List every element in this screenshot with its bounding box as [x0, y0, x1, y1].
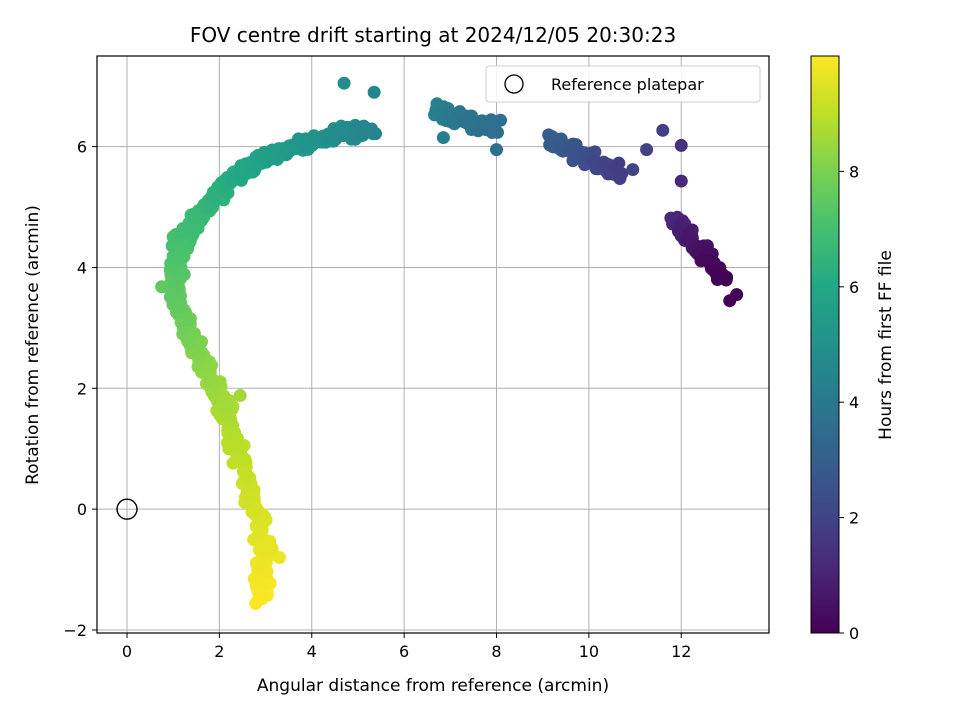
x-tick-label: 12: [671, 642, 691, 661]
y-tick-label: 0: [77, 500, 87, 519]
scatter-point: [272, 550, 286, 564]
colorbar-gradient: [810, 55, 840, 634]
scatter-point: [615, 167, 629, 181]
scatter-point: [337, 76, 351, 90]
scatter-point: [233, 389, 247, 403]
y-axis-ticks: −2 0 2 4 6: [63, 138, 97, 640]
scatter-point: [674, 138, 688, 152]
x-axis-label: Angular distance from reference (arcmin): [257, 676, 609, 696]
scatter-point: [494, 113, 508, 127]
x-tick-label: 0: [122, 642, 132, 661]
scatter-point: [361, 123, 375, 137]
x-tick-label: 6: [399, 642, 409, 661]
x-tick-label: 2: [214, 642, 224, 661]
colorbar-tick-label: 2: [849, 509, 859, 528]
y-tick-label: 4: [77, 258, 87, 277]
colorbar-tick-label: 0: [849, 624, 859, 643]
y-tick-label: 6: [77, 138, 87, 157]
legend-label: Reference platepar: [551, 75, 704, 94]
reference-marker-layer: [116, 498, 138, 520]
scatter-point: [674, 174, 688, 188]
scatter-point: [656, 123, 670, 137]
data-points: [155, 76, 744, 610]
legend: Reference platepar: [485, 65, 761, 103]
scatter-point: [640, 143, 654, 157]
x-tick-label: 10: [579, 642, 599, 661]
scatter-point: [626, 163, 640, 177]
chart-title: FOV centre drift starting at 2024/12/05 …: [190, 23, 676, 47]
colorbar-label: Hours from first FF file: [876, 250, 896, 440]
scatter-point: [490, 125, 504, 139]
legend-reference-marker: [504, 74, 524, 94]
colorbar: 0 2 4 6 8 Hours from first FF file: [810, 55, 896, 643]
x-tick-label: 8: [491, 642, 501, 661]
scatter-point: [723, 294, 737, 308]
scatter-point: [155, 280, 169, 294]
scatter-point: [367, 85, 381, 99]
colorbar-tick-label: 8: [849, 162, 859, 181]
scatter-point: [490, 143, 504, 157]
y-tick-label: −2: [63, 621, 87, 640]
x-axis-ticks: 0 2 4 6 8 10 12: [122, 633, 691, 661]
colorbar-ticks: 0 2 4 6 8: [839, 162, 859, 643]
colorbar-tick-label: 6: [849, 278, 859, 297]
scatter-point: [436, 131, 450, 145]
x-tick-label: 4: [307, 642, 317, 661]
scatter-point: [720, 270, 734, 284]
colorbar-tick-label: 4: [849, 393, 859, 412]
reference-platepar-marker: [116, 498, 138, 520]
legend-box: [485, 65, 761, 103]
plot-frame: [96, 55, 770, 634]
scatter-point: [208, 193, 222, 207]
y-axis-label: Rotation from reference (arcmin): [23, 205, 43, 485]
y-tick-label: 2: [77, 379, 87, 398]
